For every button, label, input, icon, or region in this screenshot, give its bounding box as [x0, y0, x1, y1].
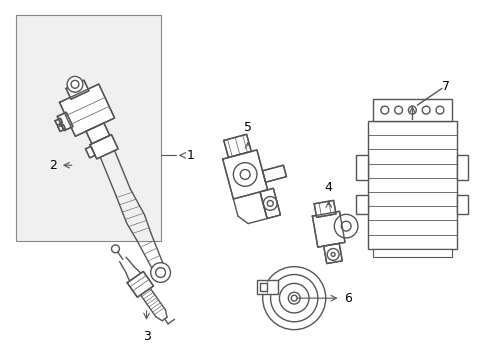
Circle shape	[233, 163, 257, 186]
Bar	[260, 283, 267, 291]
Circle shape	[263, 267, 326, 330]
Text: 4: 4	[325, 181, 333, 194]
Polygon shape	[222, 150, 268, 199]
Circle shape	[151, 263, 171, 282]
Circle shape	[67, 76, 83, 92]
Polygon shape	[224, 134, 251, 158]
Polygon shape	[66, 80, 89, 99]
Bar	[457, 195, 468, 215]
Bar	[257, 280, 278, 294]
Circle shape	[263, 197, 277, 210]
Bar	[457, 156, 468, 180]
Circle shape	[112, 245, 120, 253]
Circle shape	[331, 252, 335, 256]
Text: 6: 6	[344, 292, 352, 305]
Bar	[368, 121, 457, 249]
Polygon shape	[86, 147, 95, 158]
Polygon shape	[86, 123, 110, 144]
Circle shape	[422, 106, 430, 114]
Text: 3: 3	[143, 330, 150, 343]
Text: 2: 2	[49, 159, 57, 172]
Circle shape	[394, 106, 402, 114]
Text: 7: 7	[442, 80, 450, 93]
Polygon shape	[263, 165, 287, 182]
Polygon shape	[260, 188, 280, 219]
Polygon shape	[57, 112, 73, 131]
Bar	[16, 15, 161, 241]
Polygon shape	[59, 84, 115, 136]
Polygon shape	[324, 243, 342, 264]
Text: 5: 5	[244, 121, 252, 134]
Circle shape	[341, 221, 351, 231]
Circle shape	[436, 106, 444, 114]
Circle shape	[409, 106, 416, 114]
Circle shape	[327, 248, 339, 260]
Bar	[373, 99, 452, 121]
Bar	[356, 156, 368, 180]
Circle shape	[381, 106, 389, 114]
Circle shape	[240, 170, 250, 179]
Circle shape	[334, 214, 358, 238]
Polygon shape	[127, 271, 153, 297]
Bar	[373, 249, 452, 257]
Text: 1: 1	[187, 149, 195, 162]
Circle shape	[267, 201, 273, 206]
Bar	[356, 195, 368, 215]
Polygon shape	[90, 135, 118, 159]
Polygon shape	[313, 211, 345, 247]
Polygon shape	[314, 201, 336, 217]
